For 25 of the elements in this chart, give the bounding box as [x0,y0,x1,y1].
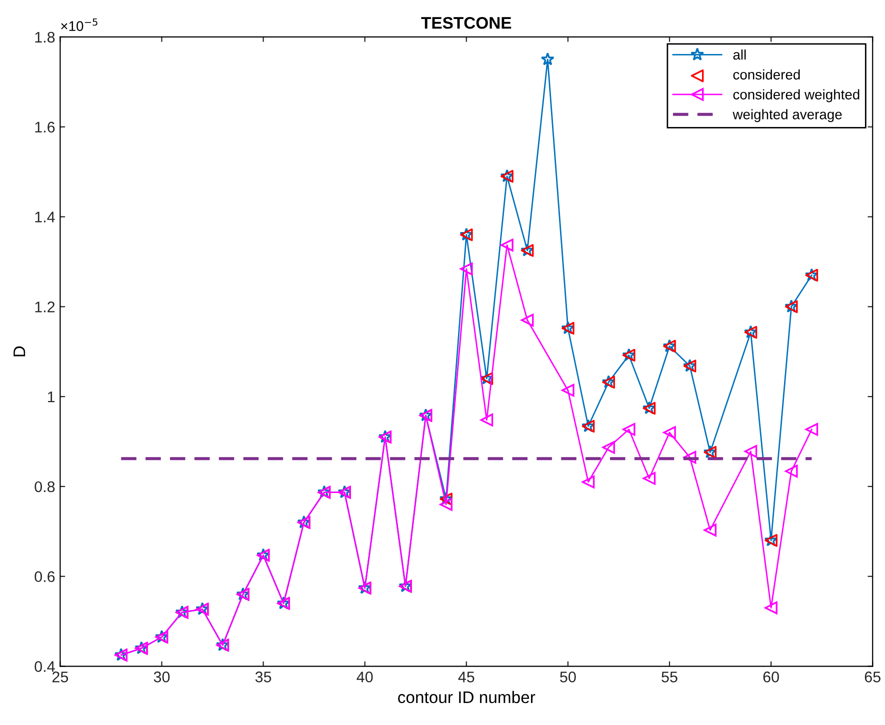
y-tick-label: 1 [48,392,55,402]
y-tick-label: 0.8 [34,481,55,492]
text: ×10$^{−5}$ [61,18,98,31]
y-tick-label: 0.6 [34,571,55,582]
x-tick-label: 30 [154,672,170,682]
legend-label: all [733,49,746,60]
y-tick-label: 0.4 [34,661,55,672]
x-tick-label: 55 [662,672,678,682]
x-tick-label: 60 [763,672,779,682]
y-tick-label: 1.4 [35,212,55,222]
x-tick-label: 35 [255,672,272,682]
x-axis-title: contour ID number [398,690,536,704]
y-tick-label: 1.8 [35,32,55,43]
y-tick-label: 1.6 [35,122,55,133]
chart-title: TESTCONE [421,17,512,29]
legend-label: weighted average [732,109,842,122]
legend-label: considered weighted [733,89,860,102]
legend-label: considered [733,69,800,80]
x-tick-label: 45 [458,672,474,682]
x-tick-label: 25 [52,672,68,682]
x-tick-label: 50 [560,672,576,682]
y-tick-label: 1.2 [35,302,55,312]
y-axis-title: D [14,346,26,356]
x-tick-label: 40 [356,672,373,682]
x-tick-label: 65 [864,672,880,682]
